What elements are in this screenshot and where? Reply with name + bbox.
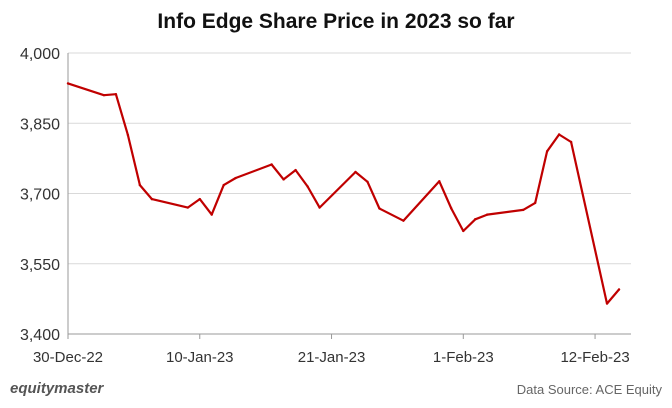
data-point [306,185,309,188]
chart-title: Info Edge Share Price in 2023 so far [157,10,515,33]
series-layer [66,82,621,305]
data-point [462,229,465,233]
data-point [150,197,154,201]
data-point [66,82,70,85]
series-line [66,82,621,305]
data-point [402,219,405,222]
y-tick-label: 3,700 [20,187,60,204]
gridlines [68,52,631,265]
y-tick-label: 3,400 [20,327,60,344]
x-tick-label: 12-Feb-23 [560,349,629,366]
data-point [366,180,369,183]
brand-logo: equitymaster [10,380,104,397]
data-point [450,207,453,210]
x-tick-label: 10-Jan-23 [166,349,234,366]
data-point [617,288,621,291]
data-point [557,133,561,136]
data-point [521,208,525,212]
data-point [545,150,549,153]
data-point [378,207,381,210]
data-point [234,176,237,180]
x-tick-label: 30-Dec-22 [33,349,103,366]
data-point [318,206,321,209]
data-point [294,168,297,172]
data-point [605,302,609,305]
x-axis-ticks: 30-Dec-22 10-Jan-23 21-Jan-23 1-Feb-23 12-Fe… [33,349,630,366]
x-tick-label: 21-Jan-23 [298,349,366,366]
data-point [282,178,285,181]
data-point [354,170,357,174]
y-tick-label: 3,550 [20,257,60,274]
y-tick-label: 4,000 [20,46,60,63]
data-point [198,197,201,201]
data-point [569,140,573,144]
x-tick-label: 1-Feb-23 [433,349,494,366]
data-point [474,218,477,221]
data-point [533,201,537,205]
axes [67,53,631,339]
data-point [126,133,130,137]
data-point [114,93,118,96]
data-point [102,93,106,97]
y-axis-ticks: 3,400 3,550 3,700 3,850 4,000 [20,46,60,344]
data-point [186,206,189,209]
data-point [486,213,489,216]
data-point [222,183,225,187]
data-point [138,183,142,187]
data-point [210,213,213,216]
data-source-note: Data Source: ACE Equity [516,382,662,397]
data-point [270,163,273,166]
data-point [438,180,441,183]
y-tick-label: 3,850 [20,116,60,133]
